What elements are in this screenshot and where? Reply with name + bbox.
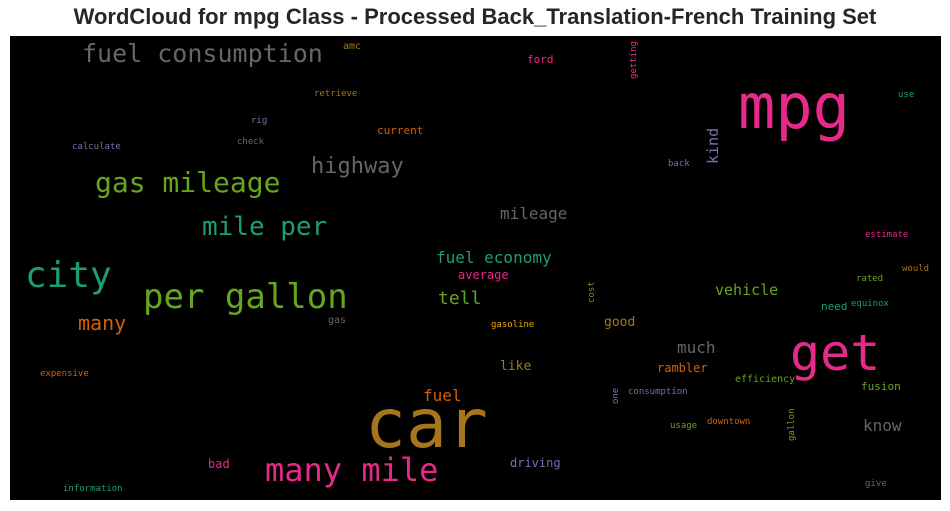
word-usage: usage [670,421,698,431]
word-average: average [458,268,509,282]
word-car: car [365,385,488,464]
word-highway: highway [311,154,404,179]
word-mpg: mpg [738,70,850,143]
word-expensive: expensive [40,369,89,379]
word-equinox: equinox [851,299,889,309]
word-gas: gas [328,315,347,326]
word-vehicle: vehicle [715,281,779,299]
word-tell: tell [438,288,482,309]
word-rambler: rambler [657,361,708,375]
word-fuel-economy: fuel economy [436,248,552,267]
word-kind: kind [704,127,722,164]
word-one: one [611,387,621,404]
word-fusion: fusion [861,380,901,393]
word-retrieve: retrieve [314,89,358,99]
word-estimate: estimate [865,230,909,240]
word-gas-mileage: gas mileage [95,166,281,199]
word-would: would [902,264,930,274]
word-current: current [377,124,424,137]
word-consumption: consumption [628,387,688,397]
word-like: like [500,359,532,374]
word-per-gallon: per gallon [143,277,348,317]
word-mile-per: mile per [202,212,328,242]
figure-title: WordCloud for mpg Class - Processed Back… [73,4,877,29]
word-much: much [677,338,716,357]
word-information: information [63,484,123,494]
word-many: many [78,311,127,335]
word-give: give [865,479,887,489]
word-need: need [821,300,848,313]
word-efficiency: efficiency [735,374,796,385]
word-fuel: fuel [423,386,462,405]
word-gallon: gallon [787,408,797,441]
word-getting: getting [629,41,639,79]
word-cloud: mpg car get per gallon city many mile gas mile… [10,36,941,500]
word-cost: cost [587,281,597,303]
word-back: back [668,159,690,169]
word-gasoline: gasoline [491,320,535,330]
word-know: know [863,416,902,435]
word-ford: ford [527,53,554,66]
word-amc: amc [343,41,362,52]
word-rated: rated [856,274,884,284]
word-fuel-consumption: fuel consumption [82,39,323,68]
word-check: check [237,137,265,147]
word-downtown: downtown [707,417,751,427]
word-driving: driving [510,456,561,470]
word-good: good [604,315,636,330]
word-use: use [898,90,915,100]
word-bad: bad [208,457,230,471]
word-city: city [25,255,112,296]
word-rig: rig [251,116,268,126]
word-get: get [790,324,881,382]
word-many-mile: many mile [265,451,439,489]
word-calculate: calculate [72,142,121,152]
word-mileage: mileage [500,204,568,223]
